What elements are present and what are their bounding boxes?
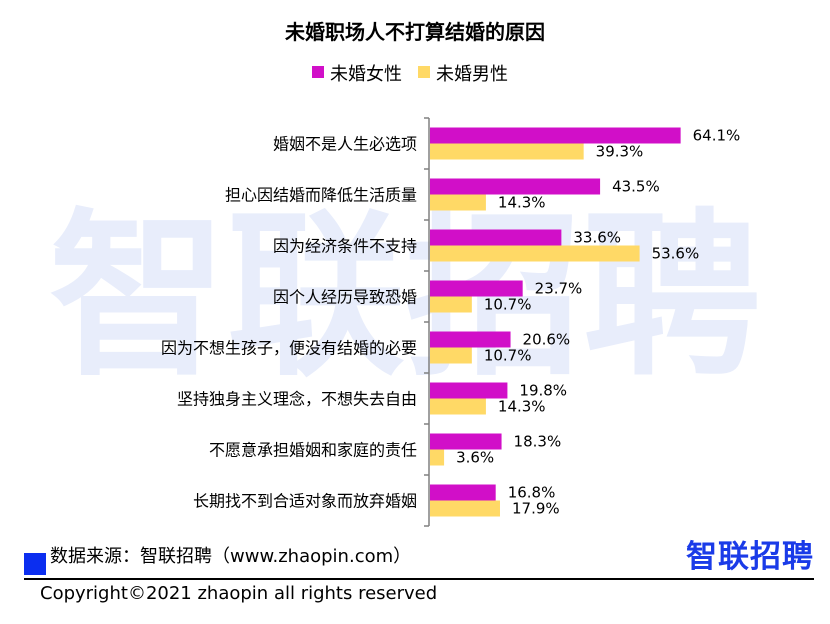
bar-female	[430, 229, 562, 246]
data-label: 20.6%	[523, 331, 571, 349]
bar-male	[430, 143, 584, 160]
bar-female	[430, 280, 523, 297]
category-label: 长期找不到合适对象而放弃婚姻	[193, 492, 417, 511]
bar-female	[430, 127, 681, 144]
data-label: 64.1%	[693, 127, 741, 145]
bar-female	[430, 382, 508, 399]
bar-female	[430, 484, 496, 501]
source-square	[24, 553, 46, 575]
category-label: 坚持独身主义理念，不想失去自由	[177, 390, 417, 409]
bar-male	[430, 500, 500, 517]
bar-female	[430, 178, 601, 195]
plot-area: 婚姻不是人生必选项 64.1% 39.3% 担心因结婚而降低生活质量 43.5% 14.3…	[161, 117, 741, 527]
data-label: 33.6%	[573, 229, 621, 247]
data-label: 14.3%	[498, 398, 546, 416]
data-label: 43.5%	[612, 178, 660, 196]
data-label: 3.6%	[456, 449, 494, 467]
bar-male	[430, 449, 445, 466]
data-label: 53.6%	[652, 245, 700, 263]
category-label: 婚姻不是人生必选项	[273, 135, 417, 154]
bar-male	[430, 296, 472, 313]
category-label: 因为不想生孩子，便没有结婚的必要	[161, 339, 417, 358]
data-label: 23.7%	[535, 280, 583, 298]
category-label: 不愿意承担婚姻和家庭的责任	[209, 441, 417, 460]
data-label: 17.9%	[512, 500, 560, 518]
legend-label: 未婚女性	[330, 64, 402, 85]
data-label: 19.8%	[519, 382, 567, 400]
bar-male	[430, 245, 640, 262]
bar-female	[430, 331, 511, 348]
watermark: 智联招聘	[49, 193, 761, 400]
legend-swatch	[312, 66, 324, 78]
copyright-text: Copyright©2021 zhaopin all rights reserv…	[40, 583, 438, 604]
category-label: 因个人经历导致恐婚	[273, 288, 417, 307]
bar-female	[430, 433, 502, 450]
legend: 未婚女性 未婚男性	[312, 64, 508, 85]
category-label: 因为经济条件不支持	[273, 237, 417, 256]
category-label: 担心因结婚而降低生活质量	[225, 186, 417, 205]
zhaopin-logo: 智联招聘	[686, 539, 814, 575]
bar-male	[430, 194, 486, 211]
source-text: 数据来源：智联招聘（www.zhaopin.com）	[50, 546, 412, 567]
chart-title: 未婚职场人不打算结婚的原因	[285, 20, 545, 44]
legend-swatch	[418, 66, 430, 78]
data-label: 39.3%	[596, 143, 644, 161]
data-label: 18.3%	[514, 433, 562, 451]
data-label: 10.7%	[484, 347, 532, 365]
bar-male	[430, 347, 472, 364]
data-label: 14.3%	[498, 194, 546, 212]
data-label: 10.7%	[484, 296, 532, 314]
bar-male	[430, 398, 486, 415]
legend-label: 未婚男性	[436, 64, 508, 85]
footer-divider	[24, 578, 814, 580]
data-label: 16.8%	[508, 484, 556, 502]
